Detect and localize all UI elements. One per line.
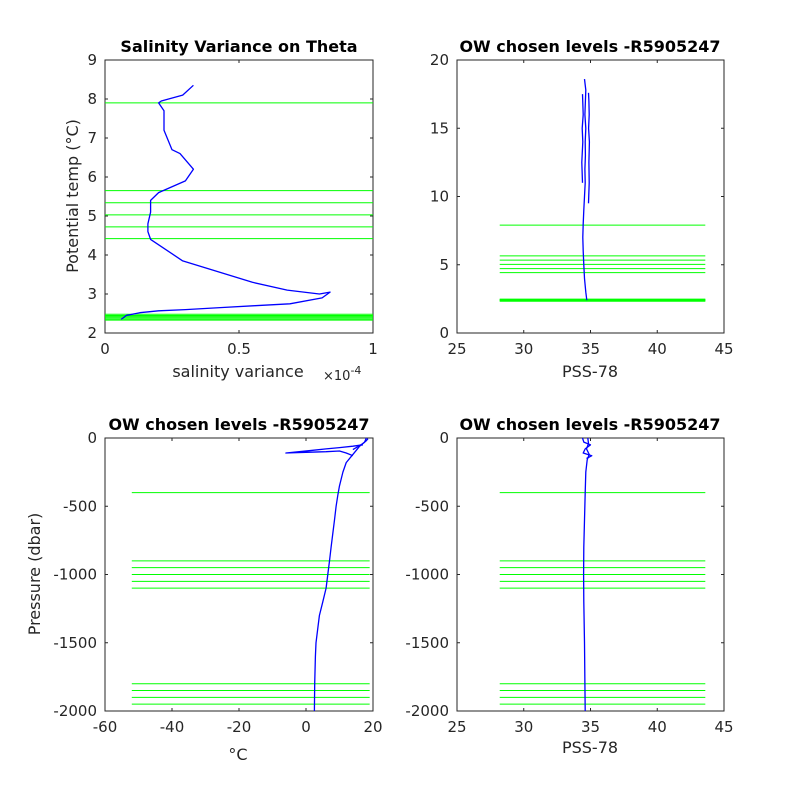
- x-tick-label: 0: [100, 340, 110, 358]
- profile-lines: [120, 84, 331, 320]
- axes-box: [104, 59, 374, 334]
- x-tick-label: 45: [714, 718, 733, 736]
- x-tick-label: 0.5: [227, 340, 251, 358]
- y-tick-label: 2: [87, 324, 97, 342]
- x-tick-label: 35: [581, 718, 600, 736]
- y-tick-label: 10: [430, 188, 449, 206]
- x-tick-label: 40: [648, 718, 667, 736]
- x-tick-label: -40: [160, 718, 185, 736]
- y-tick-label: -1000: [53, 566, 97, 584]
- y-tick-label: 0: [439, 429, 449, 447]
- profile-line: [581, 94, 584, 183]
- profile-lines: [285, 437, 369, 712]
- y-tick-label: 7: [87, 129, 97, 147]
- y-tick-label: 9: [87, 51, 97, 69]
- y-tick-label: 0: [87, 429, 97, 447]
- y-tick-label: 20: [430, 51, 449, 69]
- y-axis-label: Pressure (dbar): [25, 513, 44, 636]
- panel-title: OW chosen levels -R5905247: [108, 415, 369, 434]
- x-tick-label: 30: [514, 718, 533, 736]
- y-tick-label: 5: [87, 207, 97, 225]
- x-axis-label: °C: [228, 745, 247, 764]
- y-tick-label: 15: [430, 119, 449, 137]
- x-tick-label: 25: [447, 718, 466, 736]
- profile-line: [120, 84, 331, 320]
- panel-salinity-pressure: 25 30 35 40 45 -2000 -1500 -1000 -500 0 OW chosen…: [405, 415, 733, 757]
- panel-title: OW chosen levels -R5905247: [459, 415, 720, 434]
- axis-ticks: 25 30 35 40 45 0 5 10 15 20: [430, 51, 734, 358]
- profile-line: [313, 437, 367, 712]
- y-tick-label: -2000: [405, 702, 449, 720]
- panel-salinity-variance: 0 0.5 1 2 3 4 5 6 7 8 9 Salinity Variance on Theta…: [63, 37, 378, 384]
- axis-ticks: -60 -40 -20 0 20 -2000 -1500 -1000 -500 0: [53, 429, 382, 736]
- profile-lines: [581, 437, 593, 712]
- y-tick-label: 3: [87, 285, 97, 303]
- y-tick-label: -1500: [405, 634, 449, 652]
- x-axis-label: PSS-78: [562, 738, 618, 757]
- y-tick-label: -500: [63, 497, 97, 515]
- x-axis-label: salinity variance: [172, 362, 303, 381]
- y-tick-label: 6: [87, 168, 97, 186]
- x-tick-label: -20: [227, 718, 252, 736]
- chosen-levels: [499, 492, 706, 705]
- y-axis-label-unit: °C): [63, 119, 82, 144]
- y-tick-label: 5: [439, 256, 449, 274]
- x-tick-label: 0: [301, 718, 311, 736]
- y-axis-label: Potential temp (°C): [63, 119, 82, 273]
- panel-salinity-theta: 25 30 35 40 45 0 5 10 15 20 OW chosen levels -R59…: [430, 37, 734, 381]
- panel-title: OW chosen levels -R5905247: [459, 37, 720, 56]
- profile-line: [587, 92, 591, 204]
- y-tick-label: 0: [439, 324, 449, 342]
- axes-box: [456, 59, 725, 334]
- y-tick-label: -1500: [53, 634, 97, 652]
- x-tick-label: 20: [363, 718, 382, 736]
- profile-line: [285, 444, 363, 457]
- x-tick-label: -60: [93, 718, 118, 736]
- x-tick-label: 25: [447, 340, 466, 358]
- profile-lines: [581, 79, 591, 301]
- chosen-levels: [499, 224, 706, 302]
- y-tick-label: -500: [415, 497, 449, 515]
- x-tick-label: 40: [648, 340, 667, 358]
- x-tick-label: 1: [368, 340, 378, 358]
- profile-line: [352, 438, 369, 451]
- y-tick-label: 4: [87, 246, 97, 264]
- panel-temperature-pressure: -60 -40 -20 0 20 -2000 -1500 -1000 -500 0 OW chos…: [25, 415, 383, 764]
- x-tick-label: 30: [514, 340, 533, 358]
- profile-line: [582, 79, 588, 301]
- axis-ticks: 0 0.5 1 2 3 4 5 6 7 8 9: [87, 51, 377, 358]
- y-tick-label: 8: [87, 90, 97, 108]
- panel-title: Salinity Variance on Theta: [120, 37, 357, 56]
- x-exponent-prefix: ×10: [323, 369, 350, 384]
- x-tick-label: 35: [581, 340, 600, 358]
- y-tick-label: -2000: [53, 702, 97, 720]
- y-tick-label: -1000: [405, 566, 449, 584]
- x-axis-label: PSS-78: [562, 362, 618, 381]
- axis-ticks: 25 30 35 40 45 -2000 -1500 -1000 -500 0: [405, 429, 733, 736]
- x-tick-label: 45: [714, 340, 733, 358]
- x-exponent-power: -4: [350, 364, 361, 377]
- x-axis-exponent: ×10-4: [323, 364, 361, 384]
- profile-line: [582, 437, 590, 712]
- y-axis-label-main: Potential temp (: [63, 145, 82, 273]
- profile-line: [581, 437, 593, 460]
